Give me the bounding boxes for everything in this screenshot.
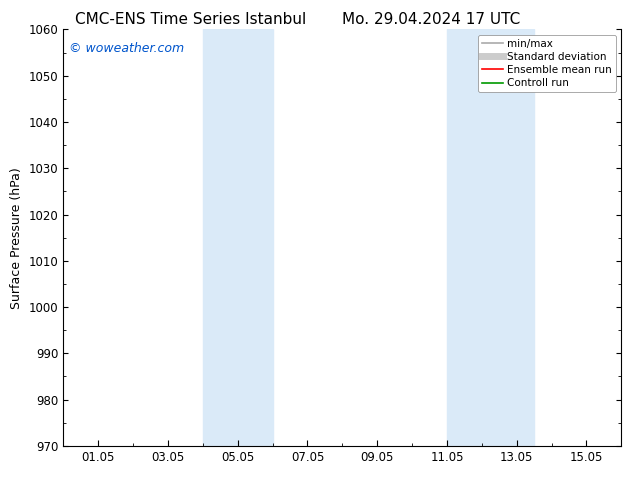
Text: CMC-ENS Time Series Istanbul: CMC-ENS Time Series Istanbul [75,12,306,27]
Text: © woweather.com: © woweather.com [69,42,184,55]
Bar [447,29,534,446]
Y-axis label: Surface Pressure (hPa): Surface Pressure (hPa) [10,167,23,309]
Bar [203,29,273,446]
Legend: min/max, Standard deviation, Ensemble mean run, Controll run: min/max, Standard deviation, Ensemble me… [478,35,616,92]
Text: Mo. 29.04.2024 17 UTC: Mo. 29.04.2024 17 UTC [342,12,521,27]
